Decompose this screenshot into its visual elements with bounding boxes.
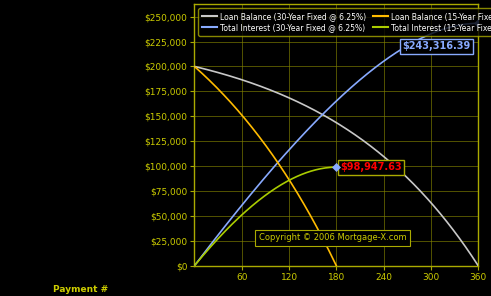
Text: $243,316.39: $243,316.39 [402,41,470,51]
Text: $98,947.63: $98,947.63 [340,162,402,172]
Text: Copyright © 2006 Mortgage-X.com: Copyright © 2006 Mortgage-X.com [259,233,406,242]
Legend: Loan Balance (30-Year Fixed @ 6.25%), Total Interest (30-Year Fixed @ 6.25%), Lo: Loan Balance (30-Year Fixed @ 6.25%), To… [198,8,491,36]
Text: Payment #: Payment # [53,285,108,294]
